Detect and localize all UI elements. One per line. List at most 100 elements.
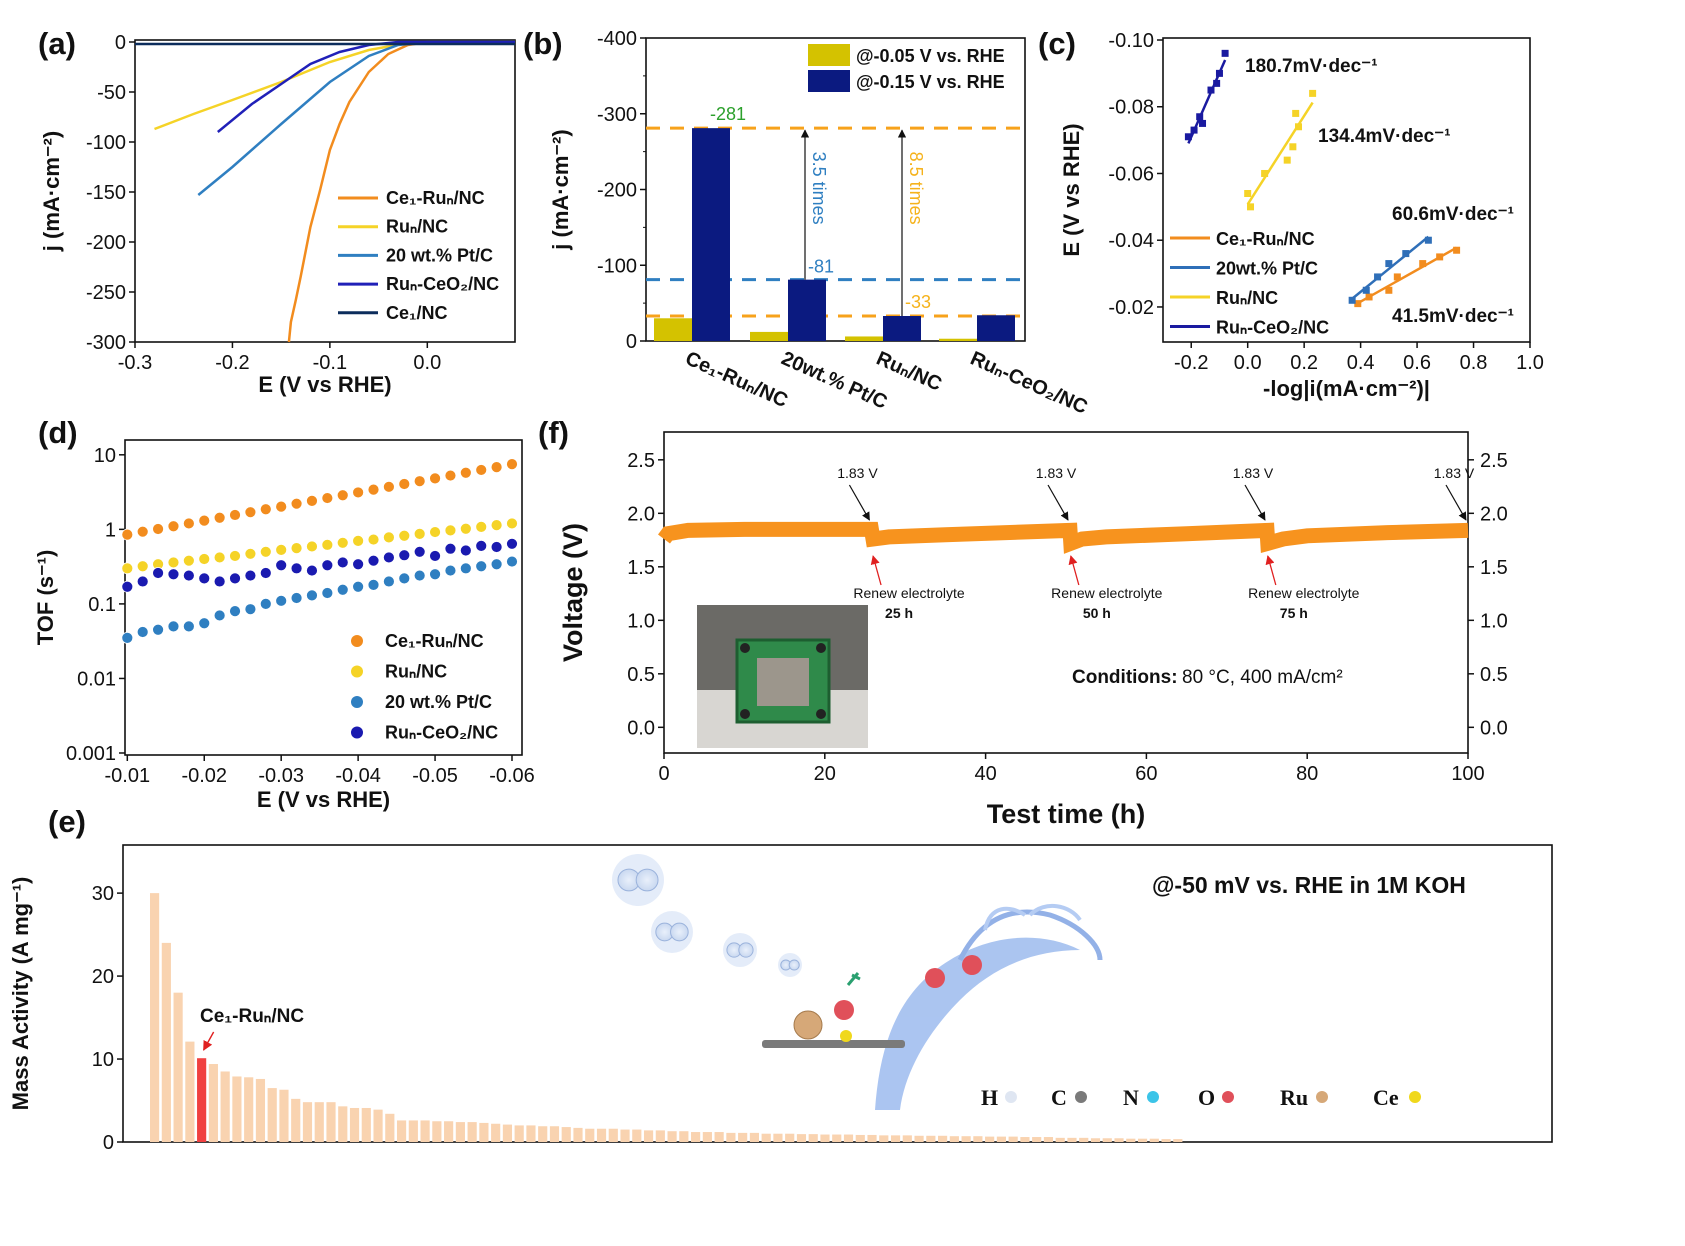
data-point: [121, 528, 134, 541]
electrolyzer-photo: [697, 605, 868, 748]
data-point: [229, 509, 241, 521]
data-point: [1309, 89, 1317, 97]
y-axis-label: j (mA·cm⁻²): [39, 131, 64, 252]
data-point: [244, 569, 257, 582]
x-axis-label: E (V vs RHE): [258, 372, 391, 397]
data-point: [290, 497, 303, 510]
data-point: [367, 533, 380, 546]
element-symbol: O: [1198, 1085, 1215, 1110]
bar: [914, 1135, 924, 1142]
renew-arrow: [870, 555, 882, 586]
data-point: [506, 537, 518, 550]
data-point: [429, 568, 441, 581]
bar: [1043, 1137, 1054, 1142]
x-tick-label: -0.06: [489, 765, 535, 787]
peak-arrow: [1047, 484, 1069, 521]
bar: [185, 1041, 195, 1142]
y-tick-label-right: 2.5: [1480, 450, 1508, 472]
data-point: [259, 503, 272, 516]
bar: [432, 1121, 442, 1142]
reference-value-label: -81: [808, 257, 834, 277]
data-point: [475, 560, 488, 573]
panel-label: (e): [48, 804, 86, 839]
data-point: [182, 620, 195, 633]
data-point: [398, 549, 411, 562]
y-tick-label: 0: [103, 1132, 114, 1154]
splash-drops: [983, 903, 1082, 931]
x-tick-label: -0.01: [105, 765, 151, 787]
h2-bubble-icon: [778, 953, 802, 977]
data-point: [1244, 190, 1252, 198]
bar: [738, 1132, 748, 1142]
bar: [479, 1122, 489, 1142]
data-point: [167, 620, 180, 633]
y-tick-label: -0.02: [1108, 297, 1154, 319]
legend-label: 20wt.% Pt/C: [1216, 259, 1318, 279]
bar: [385, 1113, 395, 1142]
bar: [820, 1134, 830, 1142]
renew-arrow: [1265, 555, 1277, 586]
bolt-icon: [740, 709, 750, 719]
element-ball-icon: [1147, 1091, 1159, 1103]
data-point: [1190, 126, 1198, 134]
y-tick-label: 0.1: [88, 594, 116, 616]
ru-cluster-icon: [793, 1010, 823, 1040]
water-oxygen-icon: [925, 968, 945, 988]
element-symbol: C: [1051, 1085, 1067, 1110]
bar: [491, 1123, 501, 1142]
y-tick-label: 10: [94, 445, 116, 467]
bar: [538, 1126, 548, 1142]
legend-label: Ce₁-Ruₙ/NC: [386, 188, 485, 208]
peak-arrow: [1244, 484, 1266, 521]
data-point: [1213, 79, 1221, 87]
data-point: [229, 572, 241, 585]
data-point: [244, 547, 257, 560]
bar: [1114, 1138, 1124, 1142]
bar: [573, 1127, 583, 1142]
bar: [1067, 1137, 1077, 1142]
y-tick-label: -50: [97, 82, 126, 104]
h2-bubble-icon: [651, 911, 693, 953]
bar: [1126, 1138, 1136, 1142]
data-point: [459, 562, 472, 575]
slope-label: 134.4mV·dec⁻¹: [1318, 126, 1451, 147]
renew-time-label: 50 h: [1083, 605, 1111, 621]
carbon-support-icon: [762, 1040, 905, 1048]
bar: [279, 1089, 289, 1142]
bar: [561, 1127, 571, 1142]
bar: [750, 331, 788, 341]
bar: [796, 1134, 807, 1142]
y-tick-label: -200: [597, 180, 637, 202]
splash-curl: [957, 909, 1103, 962]
x-axis-label: -log|i(mA·cm⁻²)|: [1263, 376, 1430, 401]
bar: [867, 1134, 877, 1142]
data-point: [213, 551, 226, 564]
data-point: [306, 494, 318, 507]
series-line-0: [287, 40, 515, 343]
legend-label: Ruₙ/NC: [1216, 288, 1278, 308]
bar: [855, 1134, 865, 1142]
x-axis-label: E (V vs RHE): [257, 787, 390, 812]
element-ball-icon: [1075, 1091, 1087, 1103]
data-point: [121, 562, 134, 575]
legend-label: Ruₙ-CeO₂/NC: [1216, 318, 1329, 338]
bar: [949, 1136, 959, 1142]
y-tick-label: -300: [597, 104, 637, 126]
x-tick-label: 0.8: [1460, 352, 1488, 374]
y-tick-label: 0.0: [627, 717, 655, 739]
renew-time-label: 75 h: [1280, 605, 1308, 621]
data-point: [182, 569, 195, 582]
data-point: [213, 575, 226, 588]
fit-line: [1246, 101, 1314, 205]
legend-marker: [351, 696, 363, 708]
data-point: [121, 631, 134, 644]
data-point: [352, 558, 365, 571]
bar: [549, 1126, 560, 1142]
y-tick-label-right: 2.0: [1480, 503, 1508, 525]
x-tick-label: 0.0: [1234, 352, 1262, 374]
data-point: [213, 609, 226, 622]
bar: [1032, 1137, 1042, 1142]
data-point: [182, 517, 195, 530]
bar: [977, 315, 1015, 341]
